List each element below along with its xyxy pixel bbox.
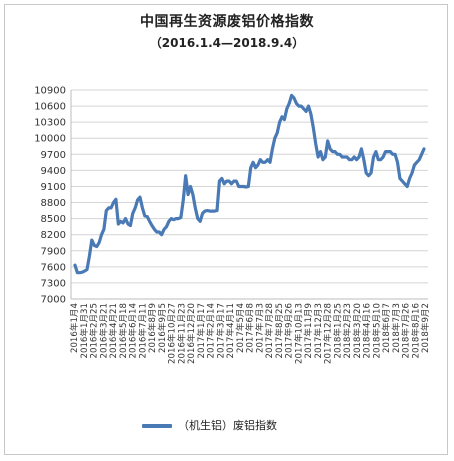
x-tick-label: 2017年5月4 bbox=[234, 303, 246, 353]
x-tick-label: 2017年1月17 bbox=[195, 303, 207, 358]
x-tick-label: 2016年10月27 bbox=[166, 303, 178, 364]
x-tick-label: 2018年7月26 bbox=[400, 303, 412, 358]
y-tick-label: 7600 bbox=[41, 262, 66, 273]
x-tick-label: 2018年3月20 bbox=[351, 303, 363, 358]
x-tick-label: 2018年2月23 bbox=[341, 303, 353, 358]
x-tick-label: 2017年12月3 bbox=[312, 303, 324, 358]
y-tick-label: 8800 bbox=[41, 198, 66, 209]
x-tick-label: 2018年8月16 bbox=[409, 303, 421, 358]
x-tick-label: 2018年7月3 bbox=[390, 303, 402, 353]
y-tick-label: 9400 bbox=[41, 166, 66, 177]
x-tick-label: 2017年7月3 bbox=[253, 303, 265, 353]
x-tick-label: 2017年4月11 bbox=[224, 303, 236, 358]
x-tick-label: 2017年7月28 bbox=[263, 303, 275, 358]
y-tick-label: 10600 bbox=[34, 102, 66, 113]
x-tick-label: 2017年3月17 bbox=[214, 303, 226, 358]
y-tick-label: 8500 bbox=[41, 214, 66, 225]
legend-label: （机生铝）废铝指数 bbox=[178, 419, 277, 432]
x-tick-label: 2017年2月14 bbox=[205, 303, 217, 358]
x-tick-label: 2017年8月25 bbox=[273, 303, 285, 358]
x-tick-label: 2016年1月31 bbox=[78, 303, 90, 358]
y-tick-label: 9100 bbox=[41, 182, 66, 193]
x-tick-label: 2018年9月2 bbox=[419, 303, 431, 353]
x-tick-label: 2018年1月25 bbox=[331, 303, 343, 358]
chart-frame bbox=[4, 4, 448, 455]
y-tick-label: 7000 bbox=[41, 295, 66, 306]
x-tick-label: 2016年2月25 bbox=[88, 303, 100, 358]
x-tick-label: 2016年5月18 bbox=[117, 303, 129, 358]
y-tick-label: 10900 bbox=[34, 86, 66, 97]
y-tick-label: 7300 bbox=[41, 278, 66, 289]
series-line bbox=[73, 93, 426, 275]
x-tick-label: 2016年1月4 bbox=[68, 303, 80, 353]
x-tick-label: 2016年6月14 bbox=[127, 303, 139, 358]
x-tick-label: 2017年9月26 bbox=[283, 303, 295, 358]
x-tick-label: 2016年8月9 bbox=[146, 303, 158, 353]
x-tick-label: 2016年12月20 bbox=[185, 303, 197, 364]
x-tick-label: 2018年4月16 bbox=[361, 303, 373, 358]
y-tick-label: 10300 bbox=[34, 118, 66, 129]
y-tick-label: 9700 bbox=[41, 150, 66, 161]
x-tick-label: 2017年11月9 bbox=[302, 303, 314, 358]
x-tick-label: 2018年6月7 bbox=[380, 303, 392, 353]
x-tick-label: 2016年3月21 bbox=[97, 303, 109, 358]
y-tick-label: 10000 bbox=[34, 134, 66, 145]
x-tick-label: 2016年11月23 bbox=[175, 303, 187, 364]
y-tick-label: 7900 bbox=[41, 246, 66, 257]
chart-subtitle: （2016.1.4—2018.9.4） bbox=[149, 36, 305, 50]
x-tick-label: 2016年4月21 bbox=[107, 303, 119, 358]
x-tick-label: 2016年7月11 bbox=[136, 303, 148, 358]
legend-line-swatch bbox=[142, 424, 172, 428]
x-tick-label: 2016年9月5 bbox=[156, 303, 168, 353]
x-tick-label: 2017年6月8 bbox=[244, 303, 256, 353]
x-tick-label: 2018年5月10 bbox=[370, 303, 382, 358]
x-tick-label: 2017年12月28 bbox=[322, 303, 334, 364]
chart-title: 中国再生资源废铝价格指数 bbox=[140, 14, 314, 30]
y-tick-label: 8200 bbox=[41, 230, 66, 241]
x-tick-label: 2017年10月13 bbox=[292, 303, 304, 364]
